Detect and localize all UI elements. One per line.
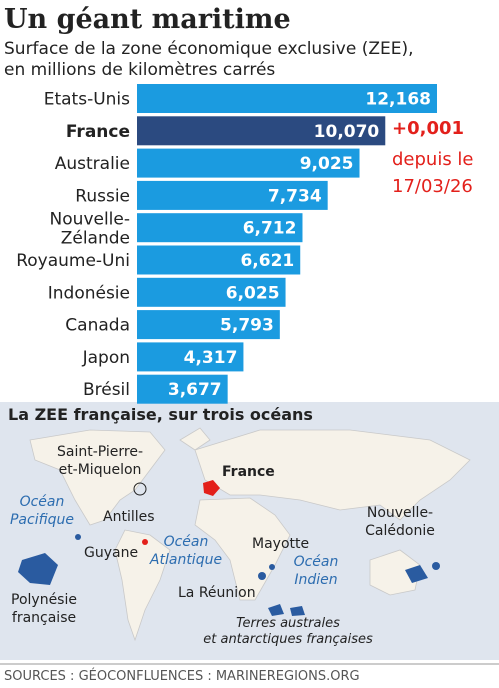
map-label: France — [222, 464, 275, 480]
label-line: et-Miquelon — [59, 462, 142, 478]
label-line: Océan — [20, 494, 65, 510]
label-line: Océan — [164, 534, 209, 550]
bar — [137, 180, 328, 210]
value-label: 12,168 — [365, 90, 431, 110]
category-label: Etats-Unis — [44, 90, 130, 110]
label-line: Indien — [294, 572, 337, 588]
bar — [137, 374, 228, 404]
bar — [137, 277, 286, 307]
bar — [137, 310, 280, 340]
bar — [137, 342, 244, 372]
label-line: Calédonie — [365, 523, 435, 539]
category-label: Royaume-Uni — [16, 251, 130, 271]
label-line: Océan — [294, 554, 339, 570]
ocean-label: Océan Atlantique — [149, 534, 222, 568]
label-line: et antarctiques françaises — [203, 632, 373, 647]
label-line: Terres australes — [236, 616, 340, 631]
value-label: 10,070 — [314, 122, 380, 142]
subtitle: Surface de la zone économique exclusive … — [4, 39, 414, 59]
map-label: Guyane — [84, 545, 138, 561]
bar — [137, 84, 437, 113]
map-label: Mayotte — [252, 536, 309, 552]
map-label: Terres australes et antarctiques français… — [203, 616, 373, 647]
annotation: 17/03/26 — [392, 176, 473, 197]
sources: SOURCES : GÉOCONFLUENCES : MARINEREGIONS… — [4, 668, 360, 684]
value-label: 4,317 — [184, 348, 238, 368]
map: La ZEE française, sur trois océans Saint… — [0, 402, 499, 660]
map-title: La ZEE française, sur trois océans — [8, 405, 313, 424]
value-label: 7,734 — [268, 186, 322, 206]
category-label: Japon — [82, 348, 130, 368]
category-label: Russie — [75, 186, 130, 206]
value-label: 6,712 — [243, 219, 297, 239]
category-label: Brésil — [83, 380, 130, 400]
continents — [29, 427, 471, 642]
map-label: Nouvelle- Calédonie — [365, 505, 435, 539]
label-line: Atlantique — [149, 552, 222, 568]
spm-marker — [133, 482, 147, 496]
map-label: Saint-Pierre-et-Miquelon — [57, 444, 143, 478]
annotation: +0,001 — [392, 118, 464, 139]
label-line: Saint-Pierre- — [57, 444, 143, 460]
label-line: Pacifique — [10, 512, 74, 528]
map-label: Antilles — [103, 509, 155, 525]
chart-title: Un géant maritime — [4, 4, 291, 35]
france-zee — [203, 480, 220, 496]
annotation: depuis le — [392, 149, 474, 170]
value-label: 5,793 — [220, 316, 274, 336]
bar — [137, 245, 301, 275]
ocean-label: Océan Pacifique — [10, 494, 74, 528]
map-label: La Réunion — [178, 585, 256, 601]
category-label: Indonésie — [48, 283, 130, 303]
category-label: Nouvelle-Zélande — [50, 210, 130, 249]
bar — [137, 148, 360, 178]
label-line: Polynésie — [11, 592, 77, 608]
label-line: Zélande — [61, 229, 130, 249]
category-label: Australie — [55, 154, 130, 174]
category-label: France — [66, 122, 130, 142]
label-line: Nouvelle- — [367, 505, 433, 521]
subtitle: en millions de kilomètres carrés — [4, 60, 275, 80]
label-line: française — [12, 610, 76, 626]
map-label: Polynésie française — [11, 592, 77, 626]
value-label: 3,677 — [168, 380, 222, 400]
ocean-label: Océan Indien — [294, 554, 339, 588]
value-label: 6,621 — [240, 251, 294, 271]
value-label: 9,025 — [300, 154, 354, 174]
category-label: Canada — [65, 316, 130, 336]
label-line: Nouvelle- — [50, 210, 130, 230]
zee-areas — [18, 534, 440, 616]
value-label: 6,025 — [226, 283, 280, 303]
bar — [137, 116, 386, 146]
bar — [137, 213, 303, 243]
